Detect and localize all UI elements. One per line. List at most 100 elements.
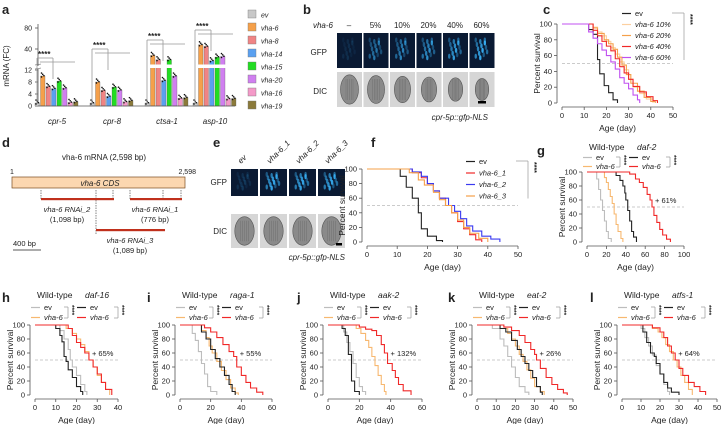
group-title-wild-type: Wild-type <box>37 290 73 300</box>
data-point <box>48 85 51 87</box>
gfp-nucleus <box>422 41 426 47</box>
legend-label: vha-6 <box>486 313 506 322</box>
legend-label: vha-6 <box>642 162 662 171</box>
gfp-nucleus <box>373 38 376 44</box>
y-tick-label: 0 <box>28 104 32 111</box>
data-point <box>35 103 37 105</box>
gfp-nucleus <box>274 183 277 189</box>
scale-bar-label: 400 bp <box>13 239 36 248</box>
gfp-nucleus <box>482 52 485 58</box>
bar-break-gap <box>150 64 156 68</box>
legend-label: vha-6 <box>596 162 616 171</box>
data-point <box>62 88 65 90</box>
data-point <box>92 101 95 104</box>
data-point <box>226 95 228 97</box>
gfp-nucleus <box>450 46 453 52</box>
x-category-label: cpr-8 <box>103 117 122 126</box>
gfp-nucleus <box>350 52 353 58</box>
gfp-nucleus <box>351 40 354 46</box>
data-point <box>184 95 187 97</box>
y-tick-label: 0 <box>548 99 552 108</box>
x-tick-label: 0 <box>326 403 330 412</box>
data-point <box>95 82 98 84</box>
gfp-nucleus <box>426 55 429 61</box>
data-point <box>58 78 60 81</box>
data-point <box>68 102 70 105</box>
legend-label: ev <box>90 303 98 312</box>
row-label-gfp: GFP <box>211 178 227 187</box>
x-tick-label: 0 <box>475 403 479 412</box>
gfp-nucleus <box>370 46 374 52</box>
x-tick-label: 40 <box>386 403 394 412</box>
rnai-2-bar <box>41 198 114 201</box>
x-tick-label: 50 <box>669 111 677 120</box>
gfp-nucleus <box>396 41 399 47</box>
gfp-nucleus <box>368 37 371 43</box>
gfp-nucleus <box>329 176 333 182</box>
data-point <box>54 87 56 90</box>
significance-stars: **** <box>670 155 677 166</box>
gfp-nucleus <box>452 38 455 44</box>
bar-break-gap <box>214 64 220 68</box>
significance-stars: **** <box>705 305 712 316</box>
gfp-nucleus <box>474 37 477 43</box>
gfp-nucleus <box>397 46 400 52</box>
data-point <box>41 73 44 76</box>
legend-label: vha-6 <box>532 313 552 322</box>
legend-swatch <box>247 87 257 97</box>
legend-label: vha-6 10% <box>635 20 671 29</box>
gfp-nucleus <box>480 43 483 49</box>
data-point <box>90 103 92 105</box>
legend-label: ev <box>642 153 650 162</box>
significance-stars: **** <box>68 305 75 316</box>
data-point <box>209 57 212 59</box>
data-point <box>226 98 228 101</box>
y-tick-label: 100 <box>599 321 612 330</box>
bar <box>95 81 101 107</box>
gfp-nucleus <box>406 49 409 55</box>
legend-label: vha-6_2 <box>479 180 507 189</box>
gfp-nucleus <box>342 37 345 43</box>
x-tick-label: 20 <box>72 403 80 412</box>
data-point <box>206 45 209 47</box>
y-tick-label: 40 <box>544 67 552 76</box>
data-point <box>47 84 49 86</box>
gfp-nucleus <box>246 174 249 180</box>
significance-stars: **** <box>411 305 418 316</box>
significance-stars: **** <box>620 155 627 166</box>
y-tick-label: 40 <box>569 210 577 219</box>
gfp-nucleus <box>448 37 451 43</box>
x-axis-label: Age (day) <box>617 262 654 272</box>
data-point <box>69 99 71 102</box>
data-point <box>147 101 150 104</box>
rnai-label: vha-6 RNAi_1 <box>132 205 179 214</box>
group-title-wild-type: Wild-type <box>182 290 218 300</box>
significance-stars: **** <box>530 162 537 173</box>
y-tick-label: 20 <box>569 224 577 233</box>
bar <box>161 80 167 107</box>
y-tick-label: 20 <box>544 83 552 92</box>
group-title-wild-type: Wild-type <box>624 290 660 300</box>
data-point <box>172 72 175 74</box>
legend-label: ev <box>479 157 487 166</box>
panel-letter: d <box>2 135 10 150</box>
gfp-nucleus <box>483 37 487 43</box>
gfp-nucleus <box>347 43 351 49</box>
gfp-nucleus <box>374 43 377 49</box>
y-axis-label: Percent survival <box>337 175 347 236</box>
y-tick-label: 0 <box>573 238 577 247</box>
y-tick-label: 4 <box>28 92 32 99</box>
significance-stars: **** <box>93 41 106 50</box>
legend-label: vha-6 <box>235 313 255 322</box>
column-label: vha-6_2 <box>294 138 321 165</box>
gfp-nucleus <box>241 185 244 191</box>
data-point <box>73 101 76 104</box>
bar <box>214 56 220 107</box>
gfp-nucleus <box>294 171 297 177</box>
legend-label: vha-15 <box>261 65 283 72</box>
group-title-mutant: raga-1 <box>230 290 255 300</box>
bar <box>172 75 178 107</box>
legend-label: vha-6 <box>677 313 697 322</box>
gfp-nucleus <box>265 184 268 190</box>
